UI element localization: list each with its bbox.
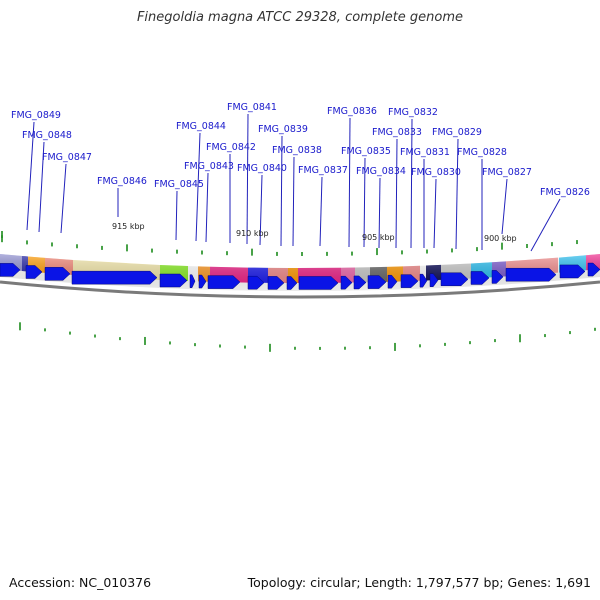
gene-arrow bbox=[419, 273, 428, 288]
gene-leader-line bbox=[38, 141, 45, 233]
gene-label[interactable]: FMG_0836 bbox=[327, 106, 377, 117]
gene-leader-line bbox=[205, 172, 209, 243]
gene-label[interactable]: FMG_0833 bbox=[372, 127, 422, 138]
gene-arrow bbox=[189, 274, 196, 288]
gene-arrow bbox=[440, 272, 469, 287]
gene-label[interactable]: FMG_0827 bbox=[482, 167, 532, 178]
gene-arrow bbox=[198, 274, 207, 289]
gene-arrow bbox=[429, 273, 439, 287]
gene-leader-line bbox=[455, 138, 459, 250]
gene-arrow bbox=[44, 267, 71, 281]
gene-leader-line bbox=[175, 190, 178, 241]
gene-arrow bbox=[491, 270, 504, 284]
gene-label[interactable]: FMG_0838 bbox=[272, 145, 322, 156]
gene-leader-line bbox=[60, 163, 67, 234]
tick-layer bbox=[1, 231, 596, 352]
gene-label[interactable]: FMG_0846 bbox=[97, 176, 147, 187]
scale-label: 910 kbp bbox=[236, 229, 269, 238]
gene-arrow-track bbox=[0, 262, 600, 290]
map-title: Finegoldia magna ATCC 29328, complete ge… bbox=[136, 10, 464, 25]
accession-text: Accession: NC_010376 bbox=[9, 575, 152, 590]
gene-arrow bbox=[247, 275, 265, 290]
gene-leader-line bbox=[395, 138, 398, 249]
gene-leader-line bbox=[501, 178, 508, 235]
gene-leader-line bbox=[319, 176, 323, 247]
gene-label[interactable]: FMG_0837 bbox=[298, 165, 348, 176]
scale-label: 900 kbp bbox=[484, 234, 517, 243]
gene-leader-line bbox=[26, 121, 35, 231]
gene-leader-line bbox=[195, 132, 201, 242]
gene-leader-line bbox=[363, 157, 366, 248]
gene-label[interactable]: FMG_0839 bbox=[258, 124, 308, 135]
gene-leader-line bbox=[348, 117, 351, 248]
gene-arrow bbox=[340, 275, 353, 290]
gene-label[interactable]: FMG_0831 bbox=[400, 147, 450, 158]
gene-arrow bbox=[159, 273, 188, 288]
gene-label[interactable]: FMG_0849 bbox=[11, 110, 61, 121]
gene-arrow bbox=[587, 262, 600, 277]
scale-layer: 915 kbp 910 kbp 905 kbp 900 kbp bbox=[112, 222, 517, 243]
gene-leader-line bbox=[410, 118, 413, 249]
gene-leader-line bbox=[246, 113, 249, 245]
scale-label: 905 kbp bbox=[362, 233, 395, 242]
gene-arrow bbox=[505, 267, 557, 282]
gene-arrow bbox=[387, 274, 398, 289]
gene-arrow bbox=[286, 276, 298, 290]
gene-label[interactable]: FMG_0845 bbox=[154, 179, 204, 190]
gene-label[interactable]: FMG_0842 bbox=[206, 142, 256, 153]
gene-arrow bbox=[298, 276, 339, 290]
gene-arrow bbox=[400, 274, 419, 288]
gene-arrow bbox=[470, 271, 490, 285]
gene-label[interactable]: FMG_0848 bbox=[22, 130, 72, 141]
gene-label[interactable]: FMG_0830 bbox=[411, 167, 461, 178]
genome-backbone bbox=[0, 280, 600, 299]
gene-arrow bbox=[0, 263, 21, 277]
gene-label[interactable]: FMG_0847 bbox=[42, 152, 92, 163]
gene-arrow bbox=[353, 275, 367, 290]
label-layer: FMG_0849 FMG_0848 FMG_0847 FMG_0846 FMG_0845… bbox=[11, 102, 590, 252]
gene-label[interactable]: FMG_0828 bbox=[457, 147, 507, 158]
gene-label[interactable]: FMG_0829 bbox=[432, 127, 482, 138]
gene-label[interactable]: FMG_0840 bbox=[237, 163, 287, 174]
gene-arrow bbox=[71, 270, 158, 285]
gene-leader-line bbox=[292, 156, 295, 247]
gene-leader-line bbox=[378, 177, 381, 249]
genome-summary: Topology: circular; Length: 1,797,577 bp… bbox=[247, 575, 591, 590]
gene-arrow bbox=[267, 276, 285, 290]
gene-label[interactable]: FMG_0843 bbox=[184, 161, 234, 172]
gene-arrow bbox=[25, 265, 43, 279]
gene-leader-line bbox=[259, 174, 263, 246]
gene-label[interactable]: FMG_0834 bbox=[356, 166, 406, 177]
scale-label: 915 kbp bbox=[112, 222, 145, 231]
gene-label[interactable]: FMG_0826 bbox=[540, 187, 590, 198]
gene-leader-line bbox=[433, 178, 437, 249]
gene-arrow bbox=[559, 264, 586, 279]
gene-label[interactable]: FMG_0844 bbox=[176, 121, 226, 132]
gene-label[interactable]: FMG_0832 bbox=[388, 107, 438, 118]
gene-arrow bbox=[367, 275, 387, 289]
gene-leader-line bbox=[280, 135, 283, 247]
gene-leader-line bbox=[530, 198, 561, 252]
gene-label[interactable]: FMG_0835 bbox=[341, 146, 391, 157]
gene-label[interactable]: FMG_0841 bbox=[227, 102, 277, 113]
gene-arrow bbox=[207, 275, 241, 289]
